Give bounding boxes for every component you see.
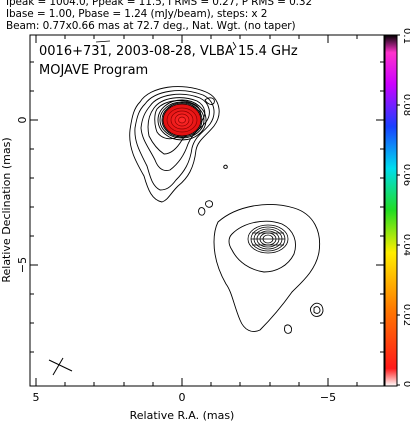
- header-line-1: Ipeak = 1004.0, Ppeak = 11.5, I RMS = 0.…: [6, 0, 313, 8]
- y-tick-label: −5: [16, 257, 29, 273]
- colorbar-tick-label: 0.04: [401, 234, 410, 256]
- colorbar-tick-label: 0.02: [401, 304, 410, 326]
- map-title: 0016+731, 2003-08-28, VLBA 15.4 GHz: [39, 44, 298, 59]
- x-axis-ticks: [35, 35, 358, 386]
- colorbar-ticks: [397, 34, 400, 386]
- faint-islands: [198, 164, 324, 334]
- colorbar-tick-label: 0: [401, 381, 410, 387]
- x-tick-label: 0: [179, 391, 186, 404]
- plot-frame: [29, 34, 385, 387]
- colorbar-tick-label: 0.06: [401, 164, 410, 186]
- core-contours: [129, 86, 220, 203]
- x-tick-label: 5: [33, 391, 40, 404]
- beam-marker: [48, 357, 73, 376]
- core-peak: [162, 103, 202, 137]
- header-line-3: Beam: 0.77x0.66 mas at 72.7 deg., Nat. W…: [6, 20, 296, 32]
- colorbar: [384, 34, 398, 387]
- core-inner-contours: [166, 107, 198, 133]
- x-tick-label: −5: [320, 391, 336, 404]
- jet-contours: [213, 204, 321, 332]
- header-line-2: Ibase = 1.00, Pbase = 1.24 (mJy/beam), s…: [6, 8, 268, 20]
- map-subtitle: MOJAVE Program: [39, 63, 148, 78]
- jet-knot-contours: [247, 224, 289, 254]
- y-axis-ticks: [30, 61, 384, 353]
- colorbar-tick-label: 0.1: [401, 28, 410, 44]
- y-tick-label: 0: [16, 117, 29, 124]
- colorbar-tick-label: 0.08: [401, 94, 410, 116]
- x-axis-label: Relative R.A. (mas): [130, 409, 235, 422]
- y-axis-label: Relative Declination (mas): [0, 137, 13, 282]
- top-artifacts: [95, 40, 237, 51]
